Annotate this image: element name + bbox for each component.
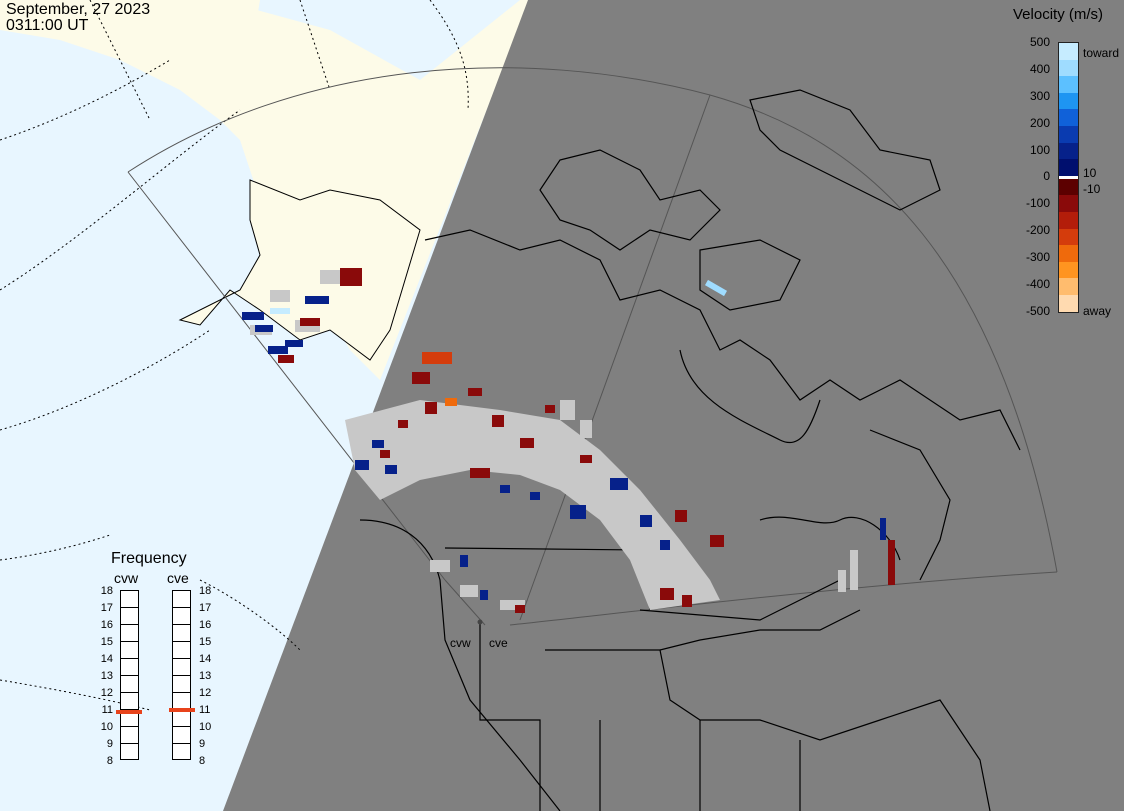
frequency-gauge-cell [121, 744, 138, 760]
velocity-tick-label: -10 [1083, 182, 1101, 196]
radar-label-cve: cve [489, 636, 508, 650]
frequency-gauge-cell [173, 591, 190, 608]
velocity-tick-label: 0 [1043, 169, 1050, 183]
velocity-tick-label: 10 [1083, 166, 1097, 180]
frequency-scale-label: 15 [100, 636, 113, 648]
frequency-scale-label: 10 [199, 721, 212, 733]
frequency-scale-label: 9 [199, 738, 206, 750]
colorbar-segment-away [1059, 211, 1078, 229]
frequency-scale-label: 8 [199, 755, 206, 767]
velocity-tick-label: 100 [1029, 143, 1050, 157]
frequency-gauge-cve [172, 590, 191, 760]
colorbar-segment-away [1059, 278, 1078, 295]
frequency-scale-label: 12 [100, 687, 113, 699]
colorbar-segment-away [1059, 245, 1078, 262]
coastlines [359, 89, 1021, 811]
frequency-gauge-cell [173, 727, 190, 744]
colorbar-segment-toward [1059, 142, 1078, 160]
frequency-title: Frequency [111, 550, 187, 567]
frequency-scale-label: 11 [101, 704, 113, 716]
frequency-radar-cvw-label: cvw [114, 570, 139, 586]
velocity-tick-label: -100 [1025, 196, 1050, 210]
radar-sites: cvw cve [450, 619, 508, 650]
frequency-scale-label: 18 [100, 585, 113, 597]
map-time: 0311:00 UT [6, 17, 89, 34]
frequency-gauge-cell [173, 608, 190, 625]
frequency-scale-label: 14 [100, 653, 113, 665]
colorbar-segment-away [1059, 261, 1078, 279]
frequency-scale-label: 11 [199, 704, 211, 716]
colorbar-segment-toward [1059, 76, 1078, 93]
frequency-gauge-cell [121, 659, 138, 676]
frequency-marker-cve [169, 708, 195, 713]
colorbar-segment-away [1059, 294, 1078, 312]
radar-label-cvw: cvw [450, 636, 471, 650]
velocity-legend-title: Velocity (m/s) [1013, 6, 1104, 23]
map-date: September, 27 2023 [6, 1, 151, 18]
frequency-scale-label: 13 [199, 670, 212, 682]
night-region [223, 0, 1124, 811]
frequency-scale-label: 17 [199, 602, 212, 614]
frequency-gauge-cell [173, 744, 190, 760]
frequency-scale-label: 9 [106, 738, 113, 750]
frequency-gauge-cell [173, 625, 190, 642]
frequency-marker-cvw [116, 709, 142, 714]
colorbar-segment-toward [1059, 43, 1078, 60]
colorbar-segment-away [1059, 195, 1078, 212]
frequency-gauge-cell [173, 659, 190, 676]
frequency-gauge-cell [121, 676, 138, 693]
colorbar-segment-toward [1059, 92, 1078, 110]
colorbar-segment-away [1059, 228, 1078, 246]
frequency-scale-label: 16 [199, 619, 212, 631]
velocity-tick-label: 500 [1029, 35, 1050, 49]
frequency-scale-label: 15 [199, 636, 212, 648]
frequency-scale-label: 14 [199, 653, 212, 665]
frequency-gauge-cell [121, 625, 138, 642]
frequency-gauge-cell [121, 608, 138, 625]
colorbar-segment-toward [1059, 159, 1078, 176]
legend-toward-label: toward [1083, 46, 1120, 60]
frequency-scale-label: 13 [100, 670, 113, 682]
colorbar-segment-toward [1059, 109, 1078, 126]
frequency-scale-label: 18 [199, 585, 212, 597]
frequency-scale-label: 12 [199, 687, 212, 699]
velocity-tick-label: 400 [1029, 62, 1050, 76]
velocity-cells-toward [242, 279, 886, 600]
frequency-gauge-cell [121, 591, 138, 608]
legend-away-label: away [1083, 304, 1112, 318]
velocity-tick-label: 200 [1029, 116, 1050, 130]
frequency-gauge-cell [121, 642, 138, 659]
velocity-tick-label: -200 [1025, 223, 1050, 237]
frequency-scale-label: 8 [106, 755, 113, 767]
frequency-gauge-cell [121, 727, 138, 744]
colorbar-segment-zero [1059, 175, 1078, 179]
radar-fov-outline [127, 67, 1058, 626]
frequency-gauge-cvw [120, 590, 139, 760]
velocity-cells-away [278, 268, 895, 613]
frequency-scale-label: 10 [100, 721, 113, 733]
frequency-gauge-cell [173, 642, 190, 659]
frequency-scale-label: 17 [100, 602, 113, 614]
colorbar-segment-toward [1059, 59, 1078, 77]
frequency-gauge-cell [173, 710, 190, 727]
lat-lon-grid [0, 0, 469, 711]
velocity-tick-label: -500 [1025, 304, 1050, 318]
velocity-tick-label: -300 [1025, 250, 1050, 264]
velocity-tick-label: 300 [1029, 89, 1050, 103]
frequency-scale-label: 16 [100, 619, 113, 631]
colorbar-segment-away [1059, 178, 1078, 196]
frequency-gauge-cell [121, 693, 138, 710]
frequency-gauge-cell [173, 676, 190, 693]
frequency-radar-cve-label: cve [167, 570, 189, 586]
colorbar-segment-toward [1059, 125, 1078, 143]
velocity-tick-label: -400 [1025, 277, 1050, 291]
daylight-land [0, 0, 530, 380]
frequency-gauge-cell [121, 710, 138, 727]
velocity-colorbar [1058, 42, 1079, 313]
